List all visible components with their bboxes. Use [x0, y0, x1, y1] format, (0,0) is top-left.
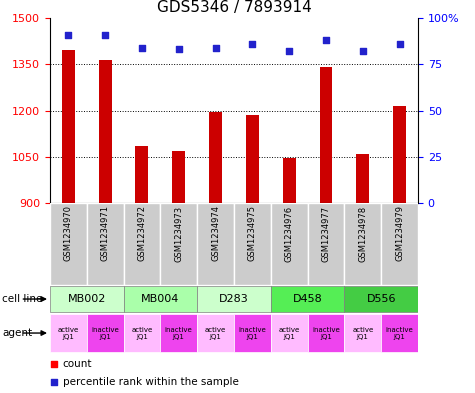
Bar — [271, 314, 308, 352]
Bar — [356, 154, 369, 203]
Text: inactive
JQ1: inactive JQ1 — [238, 327, 266, 340]
Bar — [124, 203, 160, 285]
Bar — [99, 60, 112, 203]
Bar — [197, 286, 271, 312]
Point — [322, 37, 330, 43]
Bar — [160, 314, 197, 352]
Text: GSM1234977: GSM1234977 — [322, 206, 331, 262]
Text: GSM1234972: GSM1234972 — [137, 206, 146, 261]
Bar — [381, 314, 418, 352]
Text: GSM1234974: GSM1234974 — [211, 206, 220, 261]
Text: GSM1234979: GSM1234979 — [395, 206, 404, 261]
Text: GSM1234976: GSM1234976 — [285, 206, 294, 262]
Point — [396, 41, 403, 47]
Bar — [135, 146, 148, 203]
Text: D283: D283 — [219, 294, 249, 304]
Text: MB002: MB002 — [67, 294, 106, 304]
Text: GSM1234970: GSM1234970 — [64, 206, 73, 261]
Point — [50, 378, 57, 385]
Text: D556: D556 — [366, 294, 396, 304]
Text: agent: agent — [2, 328, 32, 338]
Text: inactive
JQ1: inactive JQ1 — [312, 327, 340, 340]
Bar — [50, 203, 86, 285]
Point — [285, 48, 293, 55]
Bar — [381, 203, 418, 285]
Text: count: count — [63, 359, 92, 369]
Text: GSM1234971: GSM1234971 — [101, 206, 110, 261]
Bar — [124, 286, 197, 312]
Bar — [172, 151, 185, 203]
Text: active
JQ1: active JQ1 — [278, 327, 300, 340]
Bar — [62, 50, 75, 203]
Bar — [50, 286, 124, 312]
Point — [50, 360, 57, 367]
Text: active
JQ1: active JQ1 — [57, 327, 79, 340]
Bar — [308, 314, 344, 352]
Text: inactive
JQ1: inactive JQ1 — [165, 327, 192, 340]
Bar — [50, 314, 86, 352]
Text: MB004: MB004 — [141, 294, 180, 304]
Text: inactive
JQ1: inactive JQ1 — [386, 327, 413, 340]
Bar — [246, 115, 259, 203]
Text: GSM1234975: GSM1234975 — [248, 206, 257, 261]
Point — [359, 48, 367, 55]
Bar — [234, 314, 271, 352]
Text: GSM1234978: GSM1234978 — [358, 206, 367, 262]
Bar — [393, 106, 406, 203]
Bar — [283, 158, 295, 203]
Text: inactive
JQ1: inactive JQ1 — [91, 327, 119, 340]
Point — [65, 31, 72, 38]
Bar — [197, 203, 234, 285]
Text: D458: D458 — [293, 294, 323, 304]
Text: GSM1234973: GSM1234973 — [174, 206, 183, 262]
Bar — [344, 203, 381, 285]
Bar — [86, 203, 124, 285]
Text: percentile rank within the sample: percentile rank within the sample — [63, 376, 238, 387]
Text: cell line: cell line — [2, 294, 43, 304]
Text: active
JQ1: active JQ1 — [352, 327, 373, 340]
Bar — [344, 314, 381, 352]
Bar — [86, 314, 124, 352]
Bar — [271, 203, 308, 285]
Title: GDS5346 / 7893914: GDS5346 / 7893914 — [157, 0, 311, 15]
Bar — [234, 203, 271, 285]
Bar — [344, 286, 418, 312]
Text: active
JQ1: active JQ1 — [131, 327, 152, 340]
Bar — [197, 314, 234, 352]
Point — [101, 31, 109, 38]
Bar — [320, 67, 332, 203]
Point — [138, 44, 146, 51]
Bar — [124, 314, 160, 352]
Bar — [308, 203, 344, 285]
Bar — [271, 286, 344, 312]
Point — [175, 46, 182, 53]
Point — [248, 41, 256, 47]
Bar — [160, 203, 197, 285]
Point — [212, 44, 219, 51]
Bar — [209, 112, 222, 203]
Text: active
JQ1: active JQ1 — [205, 327, 226, 340]
